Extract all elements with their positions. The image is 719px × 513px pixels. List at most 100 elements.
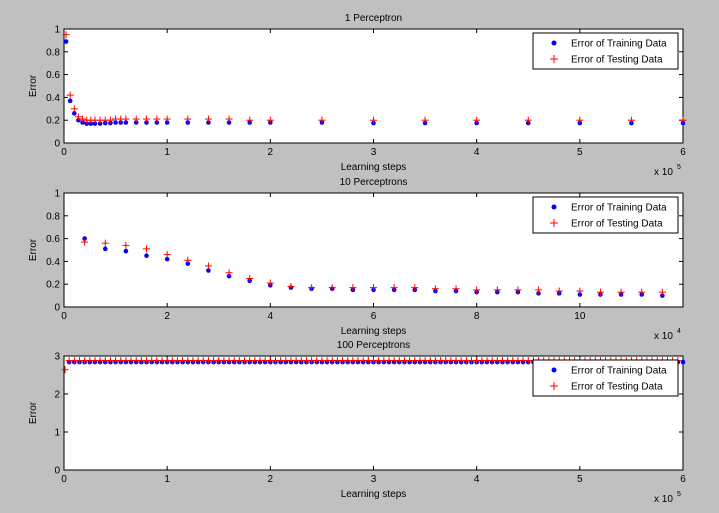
testing-point (493, 286, 501, 294)
training-point (144, 253, 149, 258)
y-tick-label: 0 (54, 303, 60, 314)
testing-point (473, 116, 481, 124)
testing-point (62, 31, 70, 39)
y-tick-label: 1 (54, 189, 60, 200)
y-tick-label: 2 (54, 390, 60, 401)
legend-label: Error of Testing Data (571, 55, 663, 66)
testing-point (473, 286, 481, 294)
testing-point (596, 288, 604, 296)
x-axis-label: Learning steps (341, 489, 407, 500)
x-tick-label: 6 (680, 474, 686, 485)
legend-box (532, 196, 679, 234)
legend: Error of Training Data Error of Testing D… (532, 32, 679, 70)
testing-point (246, 116, 254, 124)
y-tick-label: 0.8 (46, 211, 60, 222)
y-tick-label: 0.4 (46, 93, 60, 104)
testing-point (576, 116, 584, 124)
testing-point (617, 288, 625, 296)
chart-panel-2: 0 2 4 6 8 10 0 0.2 0.4 0.6 0.8 1 10 Perceptrons Learn… (28, 177, 684, 342)
x-tick-label: 4 (268, 311, 274, 322)
y-tick-label: 0.2 (46, 116, 60, 127)
testing-point (524, 116, 532, 124)
y-axis-label: Error (28, 74, 39, 97)
x-tick-label: 2 (268, 147, 274, 158)
testing-point (452, 285, 460, 293)
y-tick-label: 0.8 (46, 47, 60, 58)
legend-label: Error of Training Data (571, 203, 667, 214)
x-tick-label: 0 (61, 474, 67, 485)
y-tick-label: 3 (54, 352, 60, 363)
testing-point (122, 115, 130, 123)
legend-marker-training (551, 367, 557, 373)
y-tick-label: 0.4 (46, 257, 60, 268)
legend-marker-testing (550, 219, 558, 227)
testing-point (514, 286, 522, 294)
testing-point (122, 241, 130, 249)
testing-point (266, 116, 274, 124)
training-point (63, 39, 69, 44)
testing-point (266, 279, 274, 287)
training-point (680, 359, 686, 365)
training-point (67, 98, 73, 104)
legend: Error of Training Data Error of Testing D… (532, 196, 679, 234)
training-point (123, 248, 129, 254)
testing-point (132, 115, 140, 123)
y-tick-label: 0.6 (46, 234, 60, 245)
x-tick-label: 4 (474, 474, 480, 485)
x-tick-label: 6 (680, 147, 686, 158)
testing-point (204, 115, 212, 123)
chart-title: 10 Perceptrons (340, 177, 408, 188)
testing-point (411, 284, 419, 292)
legend-label: Error of Testing Data (571, 219, 663, 230)
training-point (164, 256, 170, 262)
testing-point (308, 284, 316, 292)
series-testing (62, 31, 687, 124)
x-tick-label: 6 (371, 311, 377, 322)
y-tick-label: 0 (54, 466, 60, 477)
legend-box (532, 32, 679, 70)
y-tick-label: 0 (54, 139, 60, 150)
testing-point (61, 366, 69, 374)
x-axis-label: Learning steps (341, 326, 407, 337)
testing-point (431, 285, 439, 293)
testing-point (390, 284, 398, 292)
x-tick-label: 5 (577, 147, 583, 158)
legend-marker-testing (550, 382, 558, 390)
x-tick-label: 2 (164, 311, 170, 322)
testing-point (421, 116, 429, 124)
y-axis-label: Error (28, 401, 39, 424)
testing-point (535, 286, 543, 294)
x-tick-label: 5 (577, 474, 583, 485)
testing-point (184, 115, 192, 123)
testing-point (106, 116, 114, 124)
x-tick-label: 8 (474, 311, 480, 322)
legend-marker-testing (550, 55, 558, 63)
x-exponent-label: x 10 (654, 494, 673, 505)
legend-label: Error of Training Data (571, 39, 667, 50)
x-tick-label: 2 (268, 474, 274, 485)
testing-point (204, 262, 212, 270)
testing-point (143, 115, 151, 123)
chart-panel-1: 0 1 2 3 4 5 6 0 0.2 0.4 0.6 0.8 1 1 Perceptron Learnin… (28, 13, 687, 178)
x-tick-label: 3 (371, 474, 377, 485)
x-tick-label: 1 (164, 147, 170, 158)
chart-panel-3: 0 1 2 3 4 5 6 0 1 2 3 100 Perceptrons Learning steps… (28, 340, 686, 505)
testing-point (287, 282, 295, 290)
x-tick-label: 4 (474, 147, 480, 158)
testing-point (153, 115, 161, 123)
testing-point (66, 91, 74, 99)
testing-point (349, 284, 357, 292)
testing-point (370, 116, 377, 124)
y-tick-label: 0.6 (46, 70, 60, 81)
chart-title: 100 Perceptrons (337, 340, 410, 351)
x-axis-label: Learning steps (341, 162, 407, 173)
testing-point (318, 116, 326, 124)
testing-point (143, 245, 151, 253)
testing-point (184, 256, 192, 264)
training-point (72, 111, 77, 116)
x-tick-label: 0 (61, 311, 67, 322)
y-tick-label: 1 (54, 428, 60, 439)
testing-point (555, 287, 563, 295)
testing-point (163, 115, 171, 123)
